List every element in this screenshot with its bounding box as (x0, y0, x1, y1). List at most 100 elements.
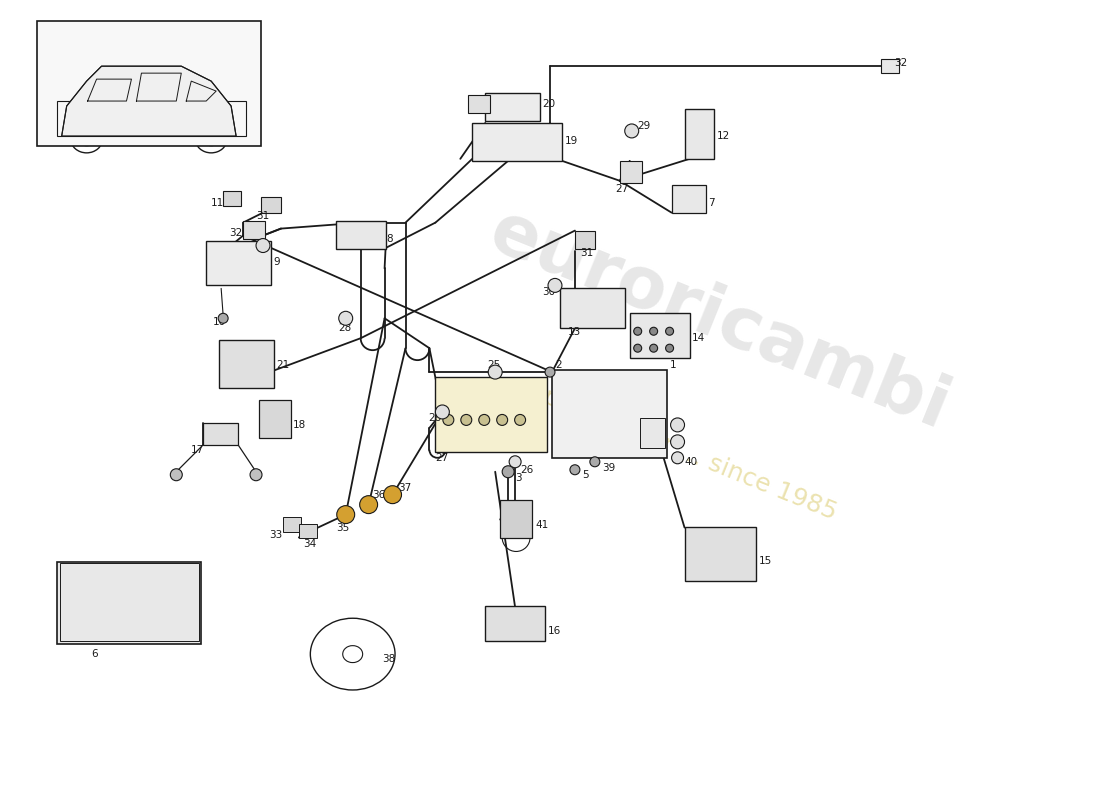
Bar (436, 377, 547, 452)
Circle shape (218, 314, 228, 323)
Text: 35: 35 (336, 522, 349, 533)
Circle shape (590, 457, 600, 466)
Circle shape (650, 344, 658, 352)
Text: 10: 10 (213, 318, 227, 327)
Bar (59, 563, 199, 641)
Bar (283, 517, 301, 531)
Text: 32: 32 (894, 58, 908, 68)
Text: 34: 34 (302, 539, 316, 550)
Bar (485, 93, 540, 121)
Circle shape (170, 469, 183, 481)
Circle shape (337, 506, 354, 523)
Bar (560, 288, 625, 328)
Bar (881, 59, 899, 73)
Text: 11: 11 (211, 198, 224, 208)
Text: 31: 31 (580, 247, 593, 258)
Bar (469, 95, 491, 113)
Bar (223, 190, 241, 206)
Circle shape (497, 414, 507, 426)
Circle shape (509, 456, 521, 468)
Bar (472, 123, 562, 161)
Bar (219, 340, 274, 388)
Text: 17: 17 (191, 445, 205, 455)
Bar (485, 606, 544, 641)
Bar (684, 526, 757, 582)
Circle shape (339, 311, 353, 326)
Circle shape (256, 238, 270, 253)
Text: 29: 29 (638, 121, 651, 131)
Polygon shape (62, 66, 236, 136)
Text: 20: 20 (542, 99, 556, 109)
Text: 2: 2 (556, 360, 562, 370)
Polygon shape (57, 101, 246, 136)
Text: 21: 21 (276, 360, 289, 370)
Text: 28: 28 (428, 413, 442, 423)
Text: 32: 32 (229, 227, 242, 238)
Bar (204, 423, 238, 445)
Bar (575, 230, 595, 249)
Circle shape (478, 414, 490, 426)
Text: 14: 14 (692, 334, 705, 343)
Text: 36: 36 (373, 490, 386, 500)
Text: 38: 38 (383, 654, 396, 664)
Circle shape (544, 367, 556, 377)
Text: 26: 26 (520, 465, 534, 474)
Text: 30: 30 (542, 287, 556, 298)
Circle shape (625, 124, 639, 138)
Circle shape (515, 414, 526, 426)
Text: 3: 3 (515, 473, 521, 482)
Text: 8: 8 (386, 234, 393, 243)
Circle shape (436, 405, 450, 419)
Bar (299, 523, 317, 538)
Circle shape (666, 344, 673, 352)
Text: 27: 27 (615, 184, 628, 194)
Bar (261, 197, 280, 213)
Bar (619, 161, 641, 182)
Text: 12: 12 (716, 131, 729, 141)
Bar (684, 109, 714, 159)
Circle shape (488, 365, 503, 379)
Text: 28: 28 (339, 323, 352, 334)
Circle shape (461, 414, 472, 426)
Text: 19: 19 (565, 136, 579, 146)
Bar (552, 370, 667, 458)
Circle shape (666, 327, 673, 335)
Bar (206, 241, 271, 286)
Bar (629, 314, 690, 358)
Circle shape (634, 344, 641, 352)
Circle shape (671, 435, 684, 449)
Text: 6: 6 (91, 649, 98, 659)
Text: 18: 18 (293, 420, 306, 430)
Text: euroricambi: euroricambi (480, 197, 959, 444)
Text: a passion for ... since 1985: a passion for ... since 1985 (518, 375, 840, 524)
Text: 31: 31 (256, 210, 270, 221)
Circle shape (503, 466, 514, 478)
Text: 37: 37 (398, 482, 411, 493)
Text: 30: 30 (251, 246, 264, 255)
Circle shape (650, 327, 658, 335)
Circle shape (443, 414, 454, 426)
Text: 7: 7 (708, 198, 715, 208)
Text: 13: 13 (568, 327, 581, 338)
Text: 40: 40 (684, 457, 697, 466)
Circle shape (634, 327, 641, 335)
Bar (258, 400, 290, 438)
Circle shape (570, 465, 580, 474)
Text: 39: 39 (602, 462, 615, 473)
Circle shape (671, 418, 684, 432)
Circle shape (548, 278, 562, 292)
Bar (36, 22, 261, 146)
Text: 33: 33 (270, 530, 283, 539)
Bar (57, 562, 201, 644)
Text: 1: 1 (670, 360, 676, 370)
Circle shape (672, 452, 683, 464)
Text: 41: 41 (535, 519, 548, 530)
Circle shape (250, 469, 262, 481)
Bar (336, 221, 386, 249)
Text: 9: 9 (273, 258, 279, 267)
Text: 16: 16 (548, 626, 561, 636)
Circle shape (360, 496, 377, 514)
Text: 25: 25 (487, 360, 500, 370)
Text: 5: 5 (582, 470, 588, 480)
Bar (500, 500, 532, 538)
